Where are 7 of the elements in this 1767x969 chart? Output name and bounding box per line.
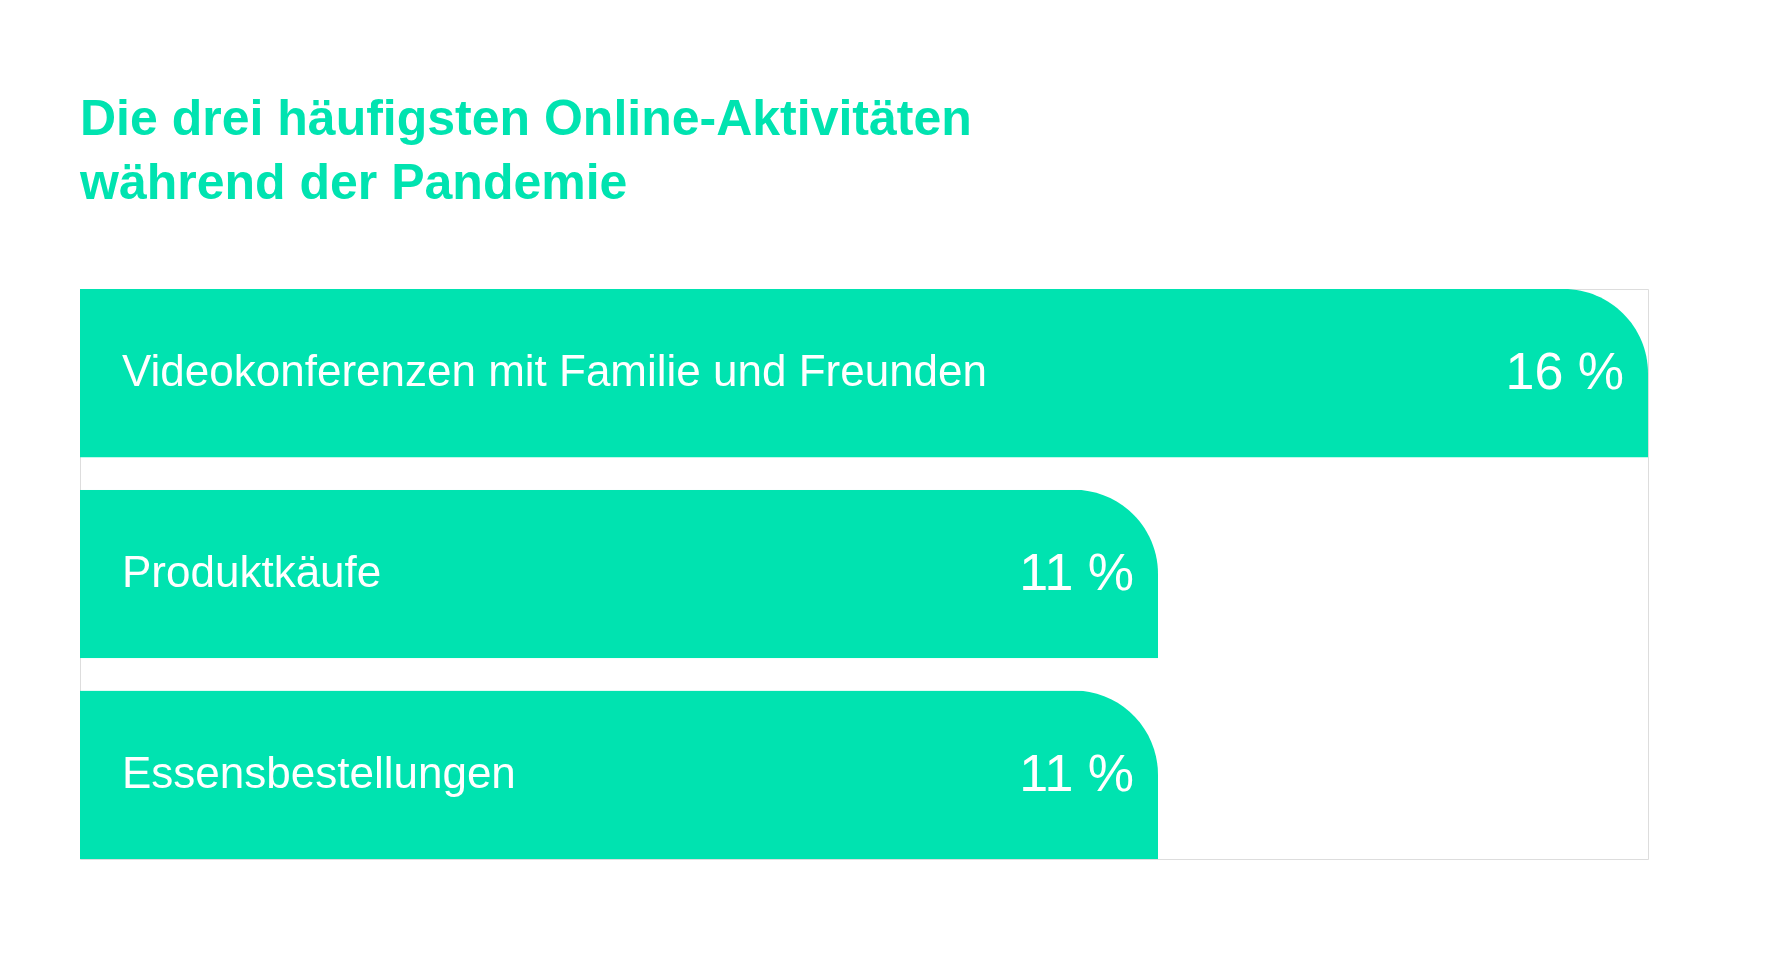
data-label: 11 %: [1019, 543, 1134, 601]
data-label: 16 %: [1505, 342, 1624, 401]
data-label: 11 %: [1019, 743, 1134, 802]
chart-title: Die drei häufigsten Online-Aktivitäten während der Pandemie: [79, 90, 972, 210]
y-tick-label: Produktkäufe: [122, 547, 382, 596]
y-tick-label: Essensbestellungen: [122, 747, 516, 797]
y-tick-label: Videokonferenzen mit Familie und Freunden: [122, 346, 988, 396]
